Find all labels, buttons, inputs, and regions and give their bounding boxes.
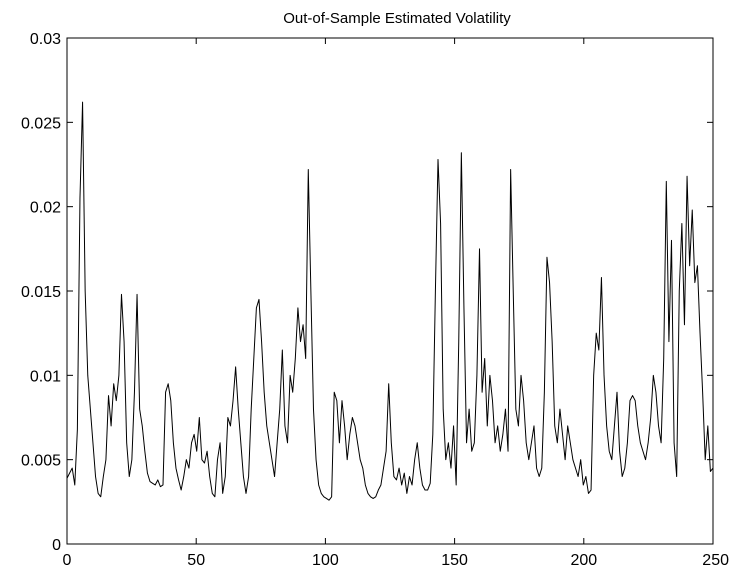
series-group <box>66 101 714 501</box>
chart-title: Out-of-Sample Estimated Volatility <box>283 10 511 27</box>
x-tick-label: 0 <box>63 552 72 569</box>
x-tick-label: 50 <box>187 552 205 569</box>
x-tick-label: 150 <box>441 552 468 569</box>
y-tick-label: 0.005 <box>21 453 61 470</box>
y-tick-label: 0.01 <box>30 368 61 385</box>
y-axis: 0 0.005 0.01 0.015 0.02 0.025 0.03 <box>21 31 713 554</box>
y-tick-label: 0 <box>52 537 61 554</box>
y-tick-label: 0.015 <box>21 284 61 301</box>
volatility-series-line <box>66 101 714 501</box>
x-tick-label: 100 <box>312 552 339 569</box>
y-tick-label: 0.02 <box>30 200 61 217</box>
x-tick-label: 200 <box>570 552 597 569</box>
x-axis: 0 50 100 150 200 250 <box>63 38 729 569</box>
y-tick-label: 0.025 <box>21 115 61 132</box>
y-tick-label: 0.03 <box>30 31 61 48</box>
x-tick-label: 250 <box>702 552 729 569</box>
